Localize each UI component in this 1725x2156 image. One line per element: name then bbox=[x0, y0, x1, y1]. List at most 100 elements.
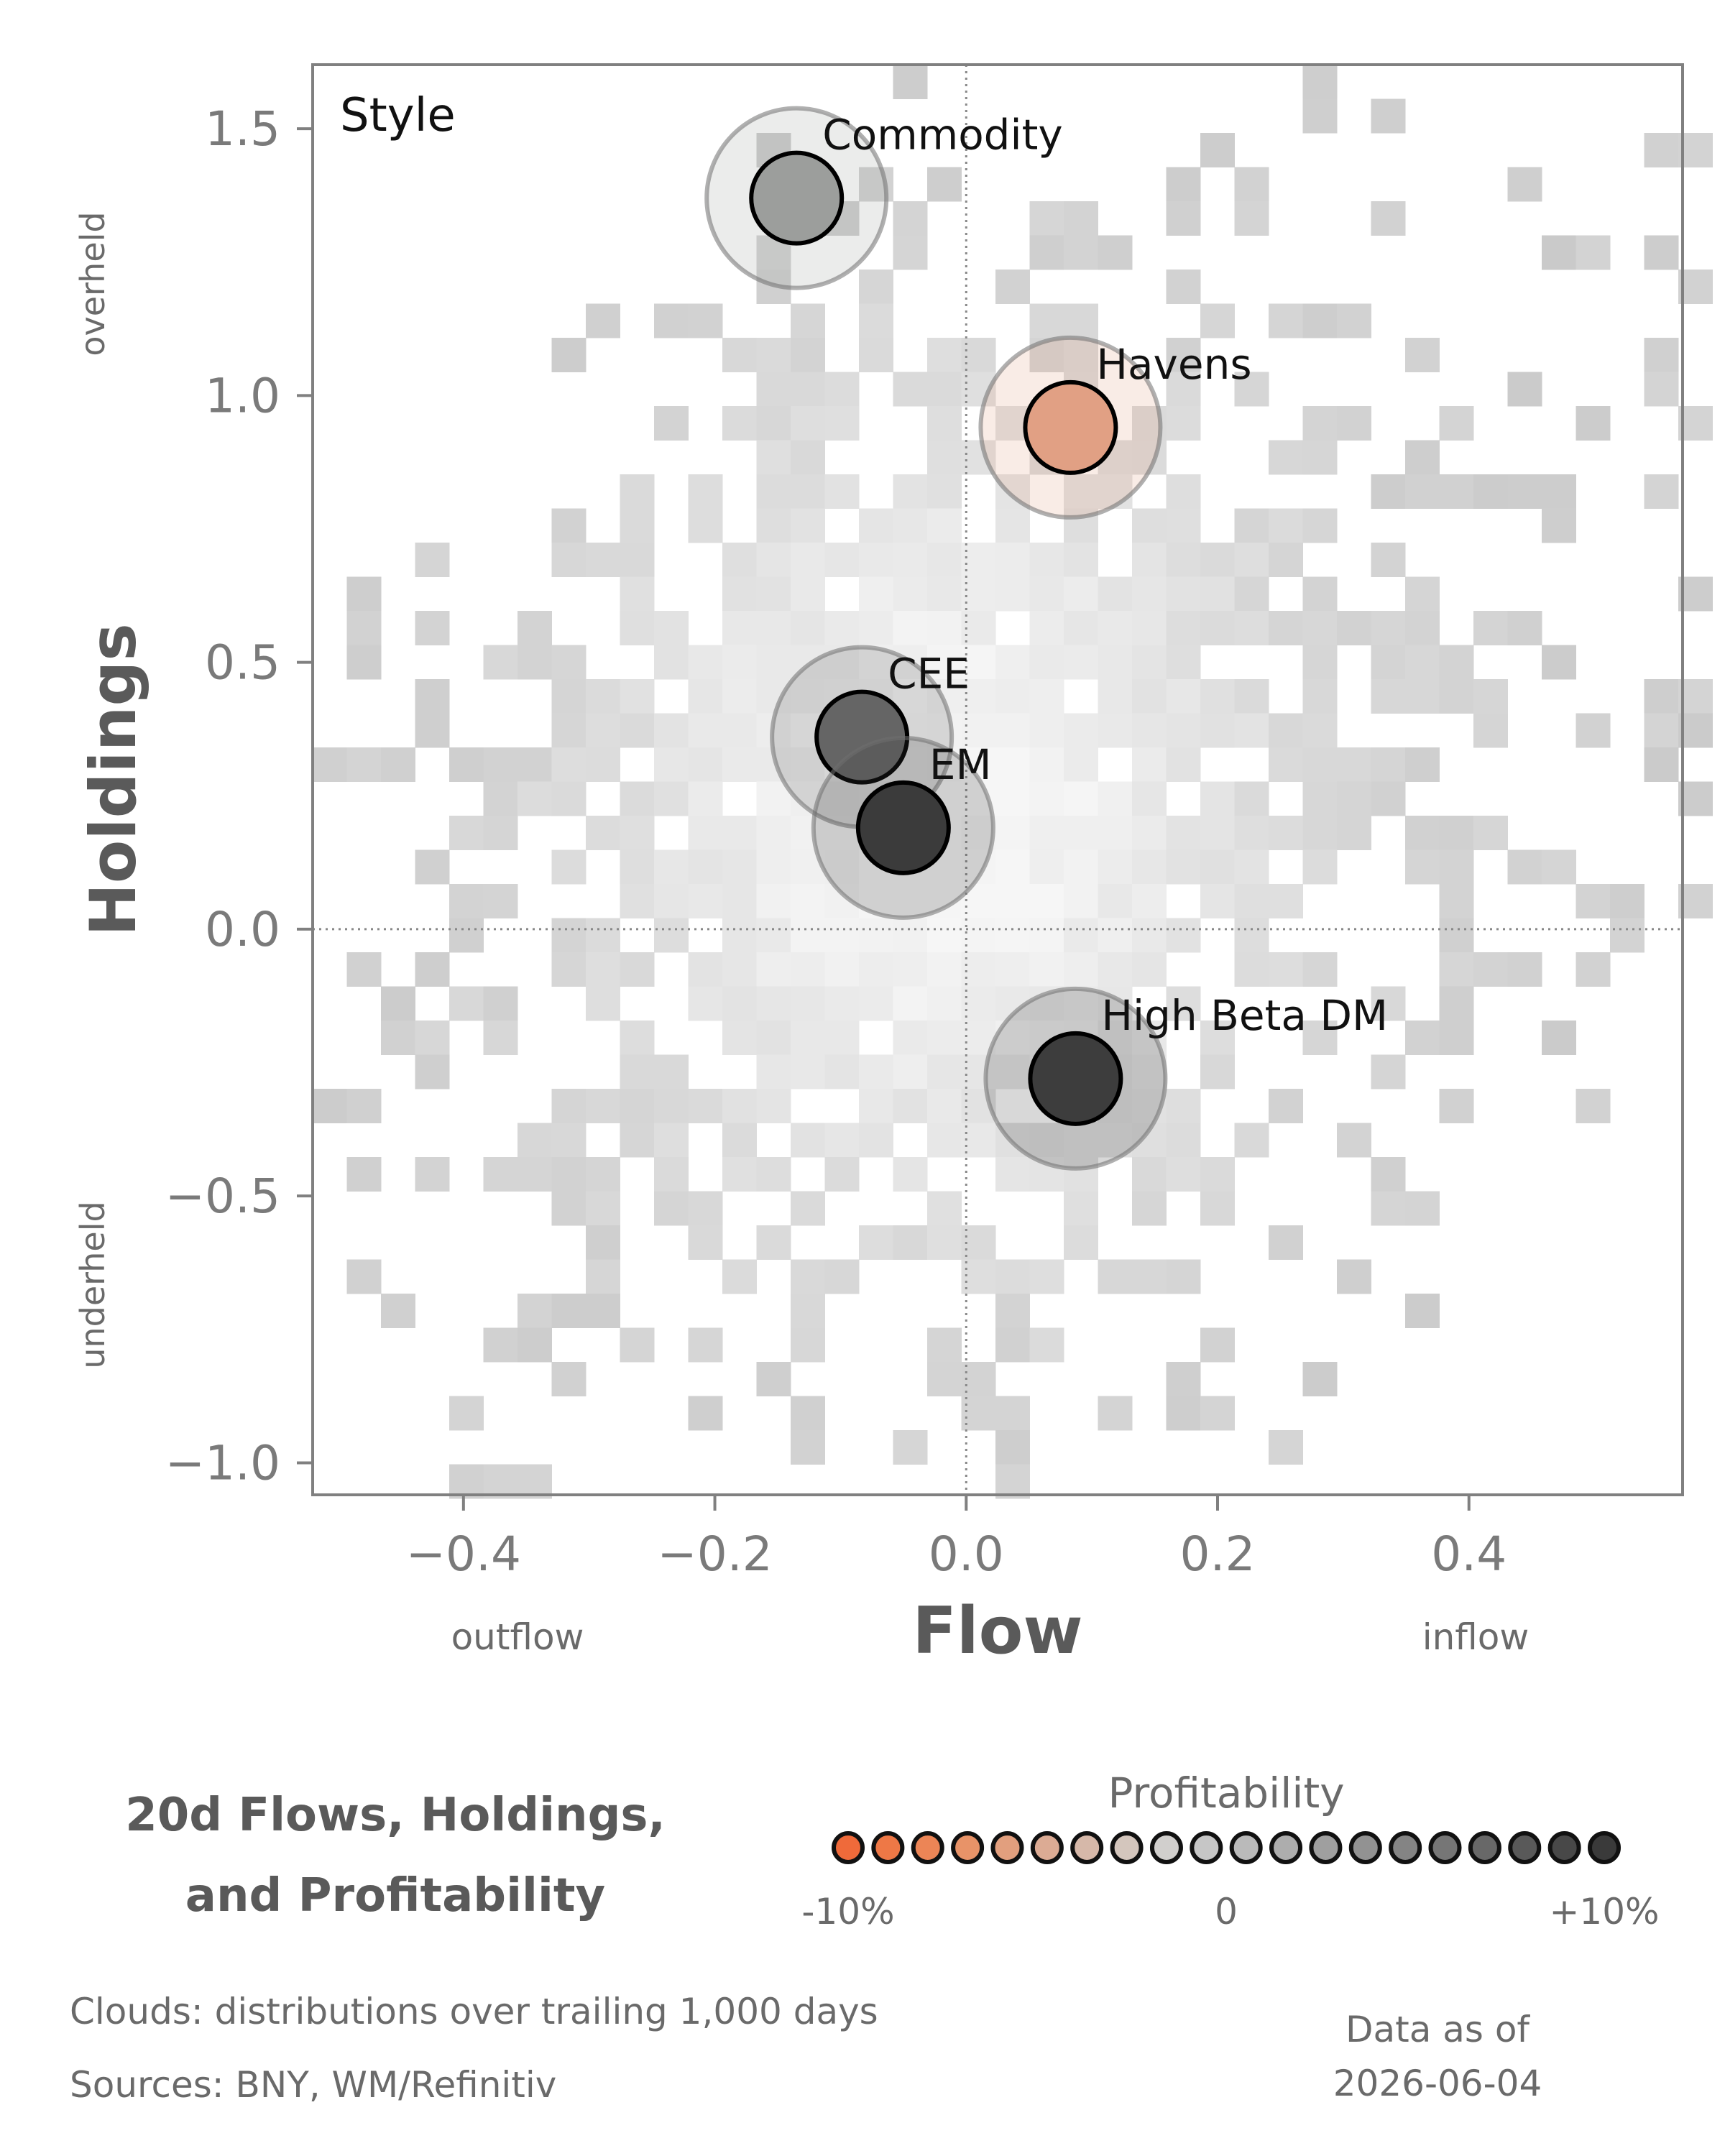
cloud-cell bbox=[1098, 781, 1133, 816]
cloud-cell bbox=[1337, 816, 1371, 850]
cloud-cell bbox=[449, 1464, 484, 1499]
cloud-cell bbox=[1644, 133, 1679, 167]
cloud-cell bbox=[1166, 406, 1201, 441]
cloud-cell bbox=[1542, 235, 1576, 270]
cloud-cell bbox=[1405, 338, 1440, 372]
cloud-cell bbox=[859, 1225, 893, 1260]
x-tick-label: 0.0 bbox=[929, 1526, 1004, 1582]
cloud-cell bbox=[449, 884, 484, 918]
footer-asof-date: 2026-06-04 bbox=[1333, 2063, 1542, 2104]
cloud-cell bbox=[688, 884, 723, 918]
cloud-cell bbox=[1132, 781, 1167, 816]
cloud-cell bbox=[893, 1157, 928, 1192]
cloud-cell bbox=[1644, 713, 1679, 748]
cloud-cell bbox=[824, 1123, 860, 1158]
cloud-cell bbox=[756, 440, 791, 475]
cloud-cell bbox=[722, 816, 757, 850]
cloud-cell bbox=[1371, 645, 1406, 680]
cloud-cell bbox=[927, 918, 962, 953]
cloud-cell bbox=[1166, 338, 1201, 372]
cloud-cell bbox=[1405, 440, 1440, 475]
chart-title-line2: and Profitability bbox=[185, 1869, 606, 1922]
legend-dot bbox=[1269, 1831, 1303, 1864]
cloud-cell bbox=[1644, 372, 1679, 407]
cloud-cell bbox=[483, 1464, 518, 1499]
cloud-cell bbox=[1166, 167, 1201, 202]
cloud-cell bbox=[1166, 747, 1201, 782]
cloud-cell bbox=[824, 781, 860, 816]
cloud-cell bbox=[722, 1089, 757, 1123]
x-axis-title: Flow bbox=[912, 1593, 1082, 1669]
cloud-cell bbox=[1166, 474, 1201, 509]
cloud-cell bbox=[688, 1225, 723, 1260]
cloud-cell bbox=[1371, 747, 1406, 782]
cloud-cell bbox=[1166, 1157, 1201, 1192]
cloud-cell bbox=[927, 406, 962, 441]
cloud-cell bbox=[586, 816, 620, 850]
cloud-cell bbox=[1166, 1259, 1201, 1294]
cloud-cell bbox=[1371, 474, 1406, 509]
cloud-cell bbox=[551, 918, 586, 953]
cloud-cell bbox=[859, 611, 893, 645]
cloud-cell bbox=[586, 1157, 620, 1192]
cloud-cell bbox=[620, 884, 655, 918]
cloud-cell bbox=[893, 1054, 928, 1089]
cloud-cell bbox=[995, 781, 1030, 816]
cloud-cell bbox=[1132, 679, 1167, 714]
cloud-cell bbox=[1576, 235, 1611, 270]
cloud-cell bbox=[620, 1021, 655, 1055]
cloud-cell bbox=[346, 747, 382, 782]
cloud-cell bbox=[1132, 543, 1167, 577]
legend-dot bbox=[1468, 1831, 1501, 1864]
y-tick-label: −0.5 bbox=[165, 1169, 280, 1224]
cloud-cell bbox=[893, 1021, 928, 1055]
cloud-cell bbox=[1064, 338, 1098, 372]
cloud-cell bbox=[859, 1123, 893, 1158]
cloud-cell bbox=[449, 1396, 484, 1431]
legend-dot bbox=[951, 1831, 985, 1864]
cloud-cell bbox=[551, 781, 586, 816]
cloud-cell bbox=[620, 1123, 655, 1158]
cloud-cell bbox=[756, 645, 791, 680]
cloud-cell bbox=[1064, 1191, 1098, 1226]
cloud-cell bbox=[415, 543, 450, 577]
cloud-cell bbox=[654, 1054, 689, 1089]
cloud-cell bbox=[551, 679, 586, 714]
cloud-cell bbox=[1029, 611, 1064, 645]
cloud-cell bbox=[586, 1191, 620, 1226]
cloud-cell bbox=[995, 1054, 1030, 1089]
cloud-cell bbox=[1371, 98, 1406, 134]
legend-dot bbox=[1588, 1831, 1621, 1864]
cloud-cell bbox=[518, 645, 552, 680]
cloud-cell bbox=[893, 1089, 928, 1123]
cloud-cell bbox=[1405, 1294, 1440, 1328]
panel-label: Style bbox=[340, 89, 456, 142]
cloud-cell bbox=[859, 270, 893, 304]
cloud-cell bbox=[1269, 1089, 1303, 1123]
cloud-cell bbox=[1064, 747, 1098, 782]
cloud-cell bbox=[927, 1089, 962, 1123]
cloud-cell bbox=[1064, 474, 1098, 509]
cloud-cell bbox=[415, 1021, 450, 1055]
cloud-cell bbox=[1371, 201, 1406, 236]
cloud-cell bbox=[586, 918, 620, 953]
cloud-cell bbox=[1234, 816, 1269, 850]
cloud-cell bbox=[654, 781, 689, 816]
cloud-cell bbox=[1234, 952, 1269, 987]
cloud-cell bbox=[1234, 849, 1269, 885]
cloud-cell bbox=[927, 645, 962, 680]
footer-asof-label: Data as of bbox=[1345, 2009, 1530, 2050]
profitability-legend bbox=[832, 1831, 1621, 1864]
cloud-cell bbox=[961, 1054, 996, 1089]
cloud-cell bbox=[893, 986, 928, 1021]
cloud-cell bbox=[824, 1021, 860, 1055]
plot-frame bbox=[311, 63, 1684, 1496]
cloud-cell bbox=[893, 576, 928, 612]
cloud-cell bbox=[791, 918, 825, 953]
cloud-cell bbox=[1132, 1054, 1167, 1089]
cloud-cell bbox=[824, 474, 860, 509]
cloud-cell bbox=[1337, 1259, 1371, 1294]
cloud-cell bbox=[1644, 474, 1679, 509]
distribution-cloud bbox=[313, 65, 1713, 1499]
cloud-cell bbox=[551, 1123, 586, 1158]
